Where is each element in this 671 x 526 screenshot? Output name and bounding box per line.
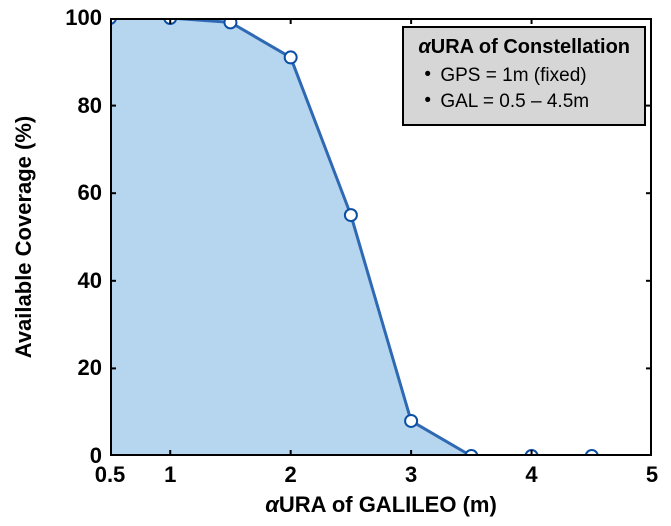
x-tick-label: 4 [525,462,537,488]
y-tick-label: 40 [52,268,102,294]
legend-title-rest: URA of Constellation [431,36,630,58]
x-axis-label-prefix: α [265,492,279,517]
data-marker [405,415,417,427]
x-tick-label: 2 [285,462,297,488]
x-axis-label: αURA of GALILEO (m) [265,492,497,518]
legend-title-prefix: α [418,36,430,58]
x-tick-label: 5 [646,462,658,488]
y-tick-label: 20 [52,355,102,381]
y-tick-label: 60 [52,180,102,206]
y-axis-label: Available Coverage (%) [11,116,37,359]
legend-box: αURA of Constellation GPS = 1m (fixed)GA… [402,26,646,126]
legend-item: GPS = 1m (fixed) [418,63,630,89]
data-marker [285,51,297,63]
y-tick-label: 80 [52,93,102,119]
x-axis-label-rest: URA of GALILEO (m) [279,492,497,517]
chart-root: Available Coverage (%) αURA of GALILEO (… [0,0,671,526]
y-tick-label: 100 [52,5,102,31]
data-marker [345,209,357,221]
legend-item: GAL = 0.5 – 4.5m [418,89,630,115]
x-tick-label: 1 [164,462,176,488]
x-tick-label: 0.5 [95,462,126,488]
legend-title: αURA of Constellation [418,36,630,59]
x-tick-label: 3 [405,462,417,488]
legend-items: GPS = 1m (fixed)GAL = 0.5 – 4.5m [418,63,630,114]
